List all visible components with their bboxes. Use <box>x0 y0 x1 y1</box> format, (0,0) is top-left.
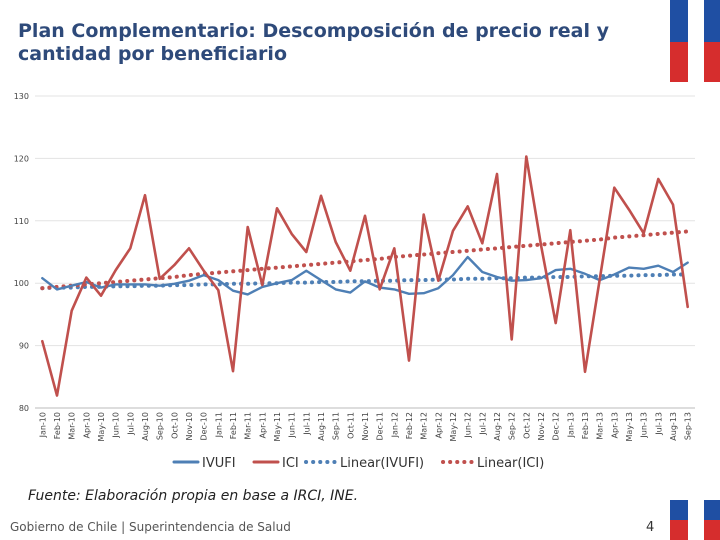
x-tick-label: Sep-10 <box>156 412 165 440</box>
y-axis-ticks: 80 90 100 110 120 130 <box>14 92 29 413</box>
x-tick-label: Jul-10 <box>126 412 135 436</box>
y-tick-label: 110 <box>14 217 29 226</box>
y-tick-label: 90 <box>19 342 29 351</box>
x-tick-label: Oct-12 <box>522 412 531 439</box>
x-tick-label: Feb-10 <box>53 412 62 439</box>
x-tick-label: Aug-11 <box>317 412 326 441</box>
gridlines <box>35 95 695 409</box>
x-tick-label: Apr-11 <box>258 412 267 438</box>
series-line-ivufi <box>41 255 689 296</box>
x-tick-label: Feb-12 <box>405 412 414 439</box>
legend: IVUFI ICI Linear(IVUFI) Linear(ICI) <box>172 456 544 471</box>
source-note: Fuente: Elaboración propia en base a IRC… <box>28 488 359 504</box>
x-tick-label: Oct-10 <box>170 412 179 439</box>
page-number: 4 <box>646 520 655 535</box>
legend-label: ICI <box>282 456 299 471</box>
series-line-ici <box>40 155 690 397</box>
x-tick-label: Aug-10 <box>141 412 150 441</box>
x-tick-label: Mar-12 <box>420 412 429 440</box>
x-tick-label: May-12 <box>449 412 458 441</box>
x-tick-label: Jun-10 <box>112 412 121 439</box>
series-line-linear-ici <box>40 229 690 291</box>
x-tick-label: Mar-13 <box>596 412 605 440</box>
x-tick-label: Jul-13 <box>654 412 663 436</box>
x-tick-label: Jan-11 <box>214 412 223 438</box>
x-tick-label: Oct-11 <box>346 412 355 439</box>
x-tick-label: Nov-12 <box>537 412 546 440</box>
x-tick-label: Apr-12 <box>434 412 443 438</box>
x-tick-label: Dec-10 <box>200 412 209 441</box>
x-tick-label: Sep-13 <box>684 412 693 440</box>
x-tick-label: Feb-13 <box>581 412 590 439</box>
y-tick-label: 100 <box>14 279 29 288</box>
x-tick-label: Dec-11 <box>376 412 385 441</box>
x-tick-label: Mar-10 <box>68 412 77 440</box>
x-tick-label: Jun-11 <box>288 412 297 439</box>
footer-text: Gobierno de Chile | Superintendencia de … <box>10 520 291 534</box>
x-tick-label: Jan-12 <box>390 412 399 438</box>
legend-label: Linear(ICI) <box>477 456 544 471</box>
x-tick-label: Apr-10 <box>82 412 91 438</box>
x-tick-label: Jun-13 <box>640 412 649 439</box>
x-tick-label: May-11 <box>273 412 282 441</box>
chile-flag-logo-bottom <box>670 500 720 540</box>
x-tick-label: Nov-10 <box>185 412 194 440</box>
x-tick-label: Sep-11 <box>332 412 341 440</box>
chile-flag-logo-top <box>670 0 720 82</box>
x-tick-label: Jun-12 <box>464 412 473 439</box>
series-group <box>40 155 690 397</box>
x-tick-label: Jul-11 <box>302 412 311 436</box>
x-tick-label: May-13 <box>625 412 634 441</box>
line-chart: 80 90 100 110 120 130 Jan-10 Feb-10 Mar-10 Apr-1… <box>14 92 695 471</box>
x-tick-label: May-10 <box>97 412 106 441</box>
x-tick-label: Dec-12 <box>552 412 561 441</box>
x-tick-label: Jan-13 <box>566 412 575 438</box>
x-axis-ticks: Jan-10 Feb-10 Mar-10 Apr-10 May-10 Jun-10 Jul-… <box>38 412 692 441</box>
y-tick-label: 130 <box>14 92 29 101</box>
legend-label: Linear(IVUFI) <box>340 456 424 471</box>
x-tick-label: Mar-11 <box>244 412 253 440</box>
slide-title: Plan Complementario: Descomposición de p… <box>18 20 609 65</box>
y-tick-label: 80 <box>19 404 29 413</box>
x-tick-label: Nov-11 <box>361 412 370 440</box>
x-tick-label: Jul-12 <box>478 412 487 436</box>
x-tick-label: Sep-12 <box>508 412 517 440</box>
x-tick-label: Jan-10 <box>38 412 47 438</box>
x-tick-label: Feb-11 <box>229 412 238 439</box>
legend-label: IVUFI <box>202 456 236 471</box>
x-tick-label: Aug-12 <box>493 412 502 441</box>
x-tick-label: Aug-13 <box>669 412 678 441</box>
y-tick-label: 120 <box>14 154 29 163</box>
x-tick-label: Apr-13 <box>610 412 619 438</box>
